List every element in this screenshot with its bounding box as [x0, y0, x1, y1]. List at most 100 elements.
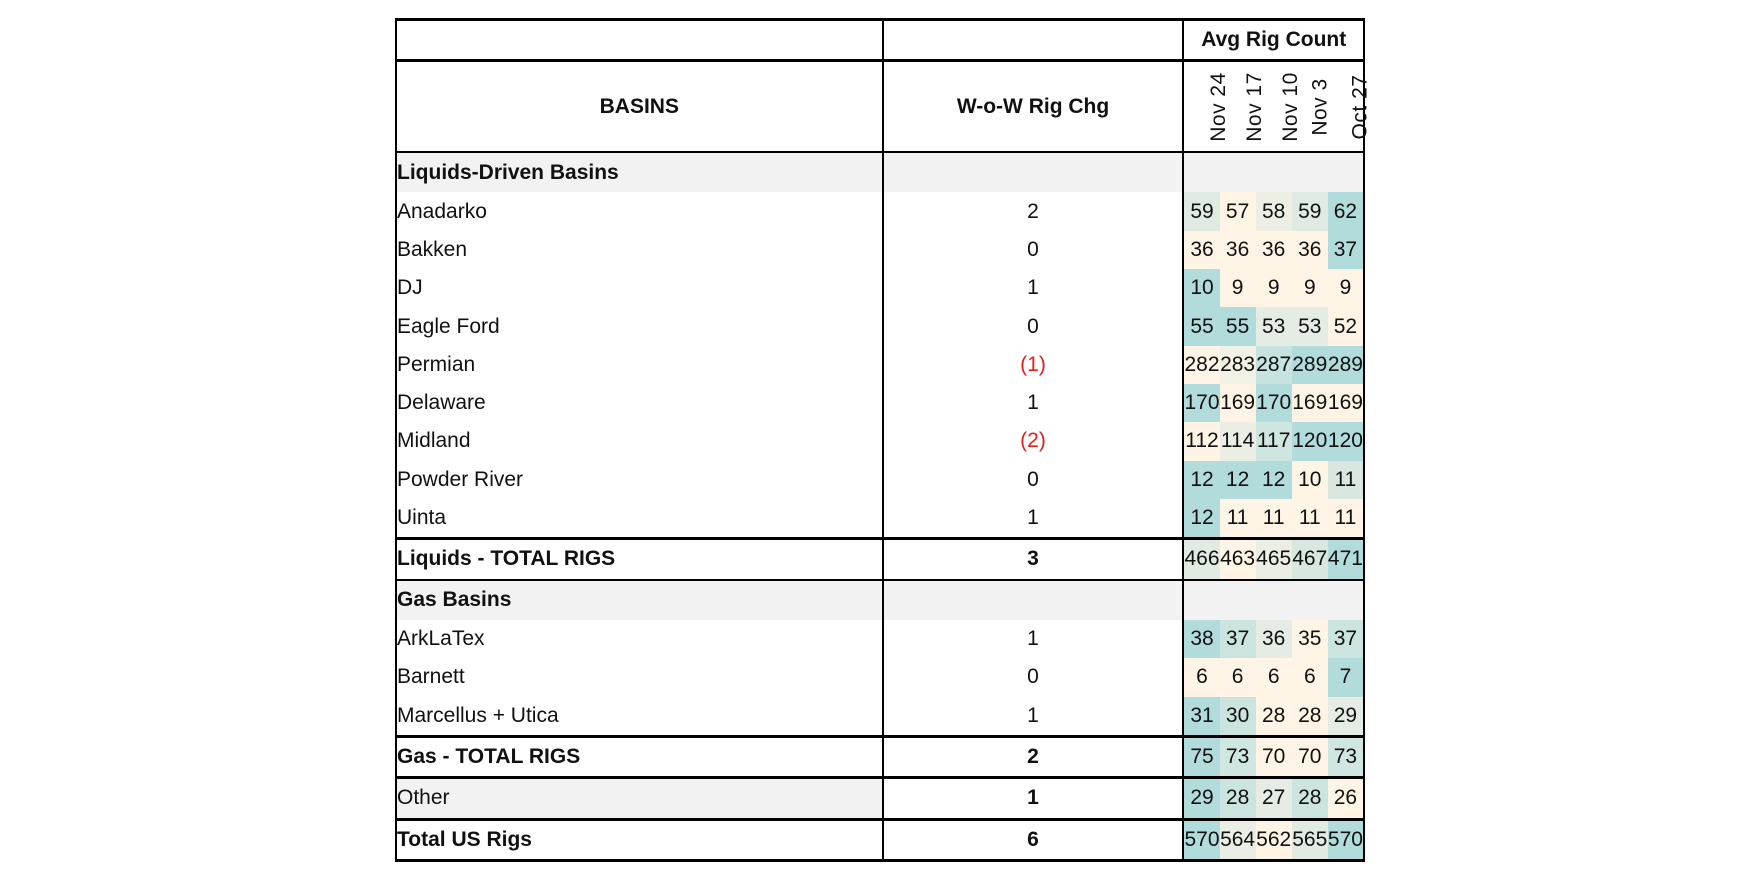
other-change: 1 [881, 776, 1185, 821]
value-cell: 466 [1182, 537, 1220, 581]
value-cell: 11 [1327, 460, 1366, 499]
wow-change: (2) [881, 422, 1185, 461]
section-empty-cell [1182, 579, 1365, 620]
value-cell: 6 [1255, 658, 1292, 697]
value-cell: 11 [1291, 498, 1328, 539]
value-cell: 463 [1219, 537, 1256, 581]
wow-change: 1 [881, 269, 1185, 308]
value-cell: 9 [1255, 269, 1292, 308]
value-cell: 170 [1182, 383, 1220, 423]
value-cell: 565 [1291, 817, 1328, 863]
value-cell: 12 [1255, 460, 1292, 499]
basin-label: Eagle Ford [395, 307, 884, 346]
column-date-header: Nov 17 [1219, 59, 1265, 154]
value-cell: 117 [1255, 422, 1292, 461]
header-empty-cell [395, 17, 884, 61]
section-total-row: Gas - TOTAL RIGS 2 75 73 70 70 73 [395, 734, 1366, 779]
value-cell: 53 [1255, 307, 1292, 346]
section-empty-cell [1182, 152, 1365, 193]
section-empty-cell [881, 579, 1185, 620]
value-cell: 289 [1327, 345, 1366, 384]
value-cell: 36 [1182, 230, 1220, 270]
basin-row: Uinta 1 12 11 11 11 11 [395, 498, 1366, 539]
value-cell: 30 [1219, 696, 1256, 737]
value-cell: 467 [1291, 537, 1328, 581]
basin-label: Marcellus + Utica [395, 696, 884, 737]
value-cell: 35 [1291, 619, 1328, 659]
basin-row: Powder River 0 12 12 12 10 11 [395, 460, 1366, 499]
wow-change: 1 [881, 619, 1185, 659]
value-cell: 52 [1327, 307, 1366, 346]
basin-row: DJ 1 10 9 9 9 9 [395, 269, 1366, 308]
wow-change: 0 [881, 460, 1185, 499]
value-cell: 59 [1182, 192, 1220, 231]
value-cell: 562 [1255, 817, 1292, 863]
value-cell: 26 [1327, 776, 1366, 821]
wow-change: 0 [881, 658, 1185, 697]
value-cell: 112 [1182, 422, 1220, 461]
section-total-row: Liquids - TOTAL RIGS 3 466 463 465 467 471 [395, 537, 1366, 581]
value-cell: 62 [1327, 192, 1366, 231]
value-cell: 36 [1255, 230, 1292, 270]
value-cell: 55 [1182, 307, 1220, 346]
value-cell: 53 [1291, 307, 1328, 346]
value-cell: 73 [1219, 734, 1256, 779]
value-cell: 169 [1327, 383, 1366, 423]
wow-change: 1 [881, 696, 1185, 737]
value-cell: 11 [1219, 498, 1256, 539]
value-cell: 29 [1182, 776, 1220, 821]
wow-change: (1) [881, 345, 1185, 384]
column-date-header: Nov 24 [1182, 59, 1230, 154]
value-cell: 37 [1327, 619, 1366, 659]
basin-label: Barnett [395, 658, 884, 697]
value-cell: 37 [1219, 619, 1256, 659]
basin-row: Barnett 0 6 6 6 6 7 [395, 658, 1366, 697]
value-cell: 120 [1291, 422, 1328, 461]
column-date-label: Oct 27 [1348, 74, 1372, 140]
value-cell: 58 [1255, 192, 1292, 231]
column-date-label: Nov 24 [1207, 71, 1231, 142]
basin-row: Anadarko 2 59 57 58 59 62 [395, 192, 1366, 231]
header-row-columns: BASINS W-o-W Rig Chg Nov 24 Nov 17 Nov 10 Nov… [395, 59, 1371, 154]
column-date-header: Nov 3 [1291, 59, 1331, 154]
value-cell: 6 [1219, 658, 1256, 697]
value-cell: 9 [1291, 269, 1328, 308]
value-cell: 465 [1255, 537, 1292, 581]
value-cell: 170 [1255, 383, 1292, 423]
column-date-header: Nov 10 [1255, 59, 1301, 154]
column-date-label: Nov 17 [1242, 71, 1266, 142]
value-cell: 31 [1182, 696, 1220, 737]
basins-header: BASINS [395, 59, 884, 154]
section-title: Liquids-Driven Basins [395, 152, 884, 193]
value-cell: 36 [1255, 619, 1292, 659]
section-header-row: Liquids-Driven Basins [395, 152, 1365, 193]
basin-label: DJ [395, 269, 884, 308]
header-row-title: Avg Rig Count [395, 17, 1365, 61]
value-cell: 28 [1291, 696, 1328, 737]
value-cell: 11 [1255, 498, 1292, 539]
value-cell: 73 [1327, 734, 1366, 779]
grand-total-row: Total US Rigs 6 570 564 562 565 570 [395, 817, 1366, 863]
value-cell: 169 [1219, 383, 1256, 423]
wow-change: 1 [881, 498, 1185, 539]
value-cell: 471 [1327, 537, 1366, 581]
basin-label: Anadarko [395, 192, 884, 231]
value-cell: 75 [1182, 734, 1220, 779]
value-cell: 10 [1291, 460, 1328, 499]
value-cell: 29 [1327, 696, 1366, 737]
column-date-header: Oct 27 [1327, 59, 1371, 154]
value-cell: 9 [1327, 269, 1366, 308]
value-cell: 9 [1219, 269, 1256, 308]
value-cell: 289 [1291, 345, 1328, 384]
value-cell: 28 [1219, 776, 1256, 821]
value-cell: 28 [1291, 776, 1328, 821]
basin-label: Powder River [395, 460, 884, 499]
value-cell: 287 [1255, 345, 1292, 384]
total-label: Liquids - TOTAL RIGS [395, 537, 884, 581]
basin-row: Bakken 0 36 36 36 36 37 [395, 230, 1366, 270]
value-cell: 37 [1327, 230, 1366, 270]
value-cell: 70 [1255, 734, 1292, 779]
basin-row: ArkLaTex 1 38 37 36 35 37 [395, 619, 1366, 659]
value-cell: 6 [1182, 658, 1220, 697]
basin-label: ArkLaTex [395, 619, 884, 659]
